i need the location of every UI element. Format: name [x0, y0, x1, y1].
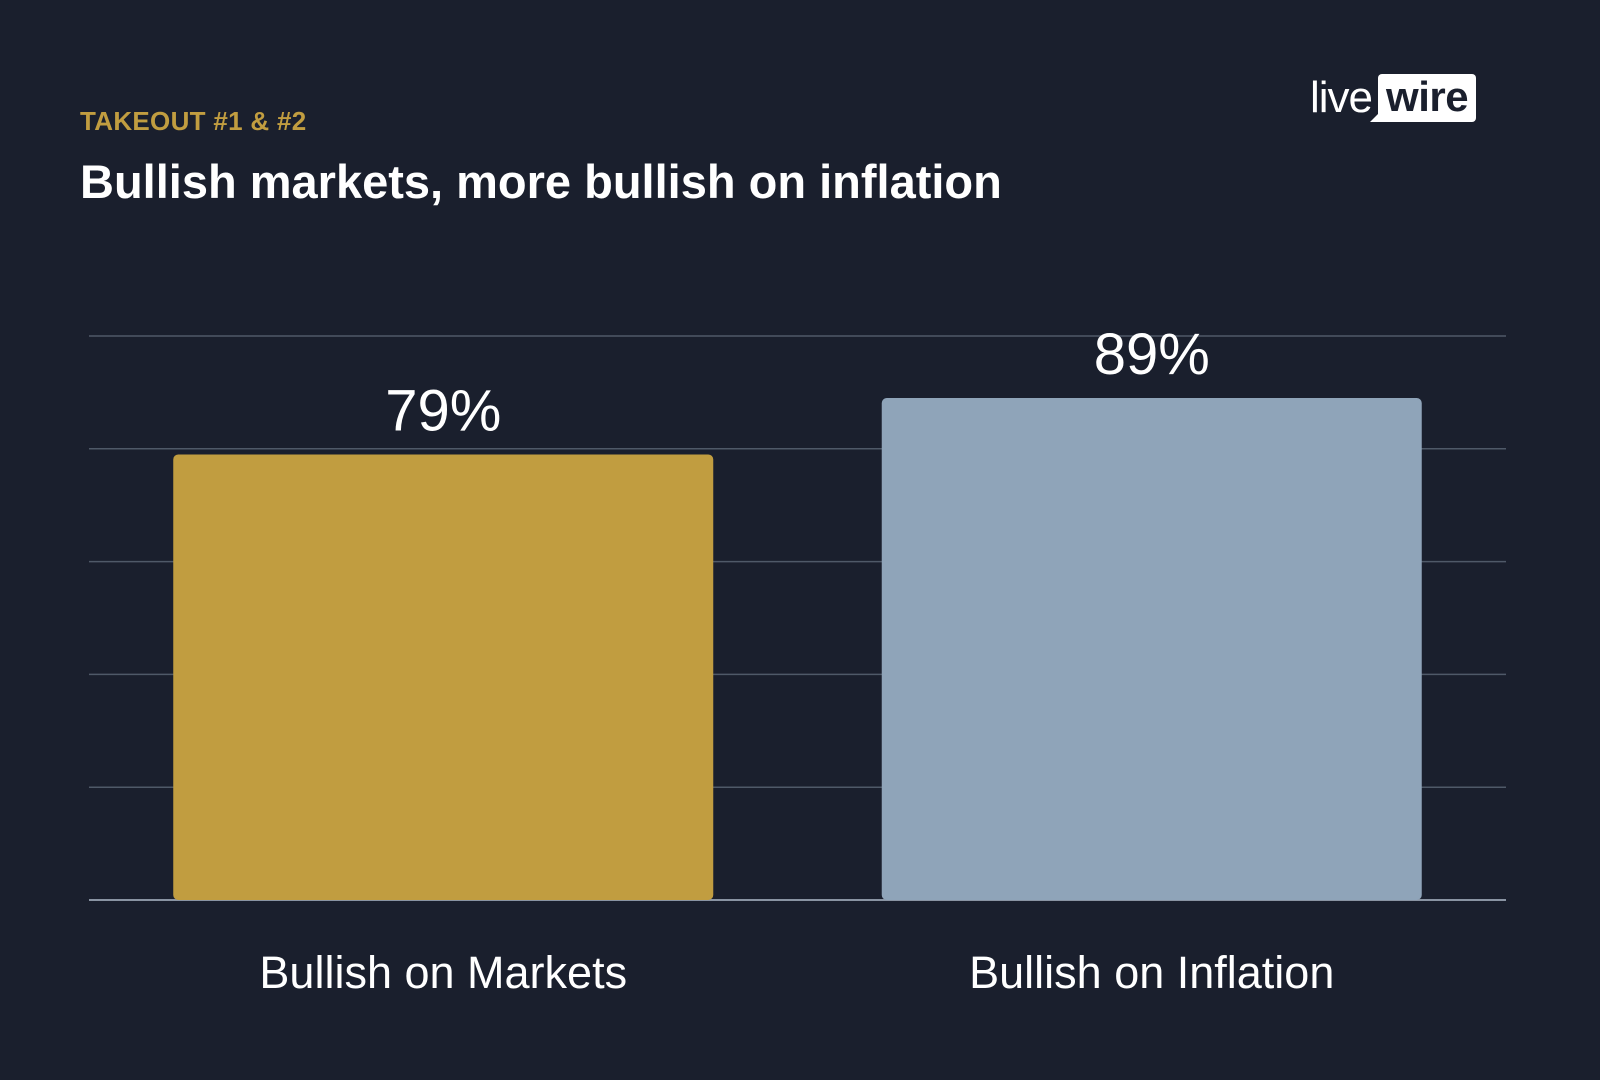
- chart-title: Bullish markets, more bullish on inflati…: [80, 155, 1002, 208]
- takeout-kicker: TAKEOUT #1 & #2: [80, 106, 307, 136]
- livewire-logo: live wire: [1310, 70, 1477, 126]
- chart-labels: 79% Bullish on Markets 89% Bullish on Infla…: [259, 322, 1334, 998]
- bar-value-label: 89%: [1094, 322, 1210, 387]
- category-label: Bullish on Markets: [259, 947, 627, 998]
- logo-speech-tail: [1370, 113, 1380, 122]
- chart-bars: [173, 398, 1422, 900]
- logo-text-live: live: [1310, 73, 1373, 122]
- logo-text-wire: wire: [1386, 73, 1469, 120]
- bar-bullish-on-inflation: [881, 398, 1422, 900]
- logo-wire-badge: wire: [1370, 73, 1477, 122]
- category-label: Bullish on Inflation: [969, 947, 1334, 998]
- bar-bullish-on-markets: [173, 454, 714, 900]
- bar-value-label: 79%: [385, 378, 501, 443]
